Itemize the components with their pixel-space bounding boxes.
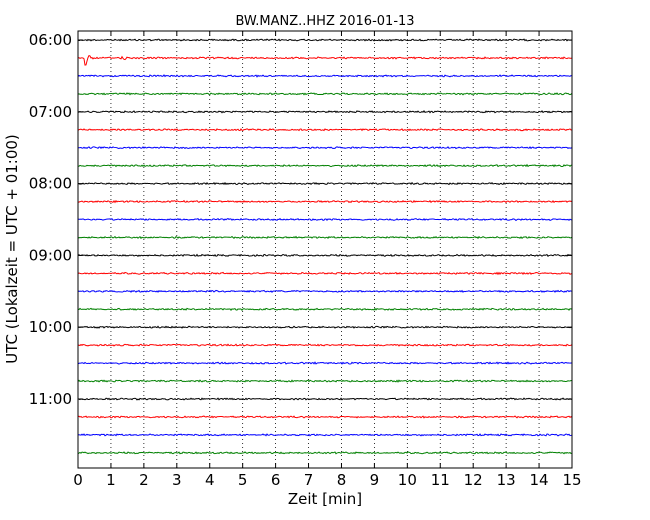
y-tick-label: 11:00 [29,390,72,408]
x-tick-label: 15 [562,471,581,489]
x-tick-label: 12 [464,471,483,489]
y-axis: 06:00 07:00 08:00 09:00 10:00 11:00 [29,31,572,408]
trace-1130 [77,433,573,437]
x-tick-label: 14 [530,471,549,489]
x-axis-label: Zeit [min] [288,490,362,508]
x-tick-label: 7 [304,471,314,489]
trace-0930 [77,289,573,293]
trace-0845 [77,235,573,240]
x-tick-label: 2 [139,471,149,489]
x-tick-label: 6 [271,471,281,489]
trace-1145 [77,451,573,455]
x-tick-label: 10 [398,471,417,489]
trace-1015 [77,343,573,347]
trace-1100 [77,397,573,401]
trace-1115 [77,415,573,419]
x-tick-label: 9 [370,471,380,489]
y-tick-label: 07:00 [29,103,72,121]
y-axis-label: UTC (Lokalzeit = UTC + 01:00) [3,134,21,364]
trace-0830 [77,217,573,222]
y-tick-label: 08:00 [29,175,72,193]
trace-0800 [77,181,573,186]
x-tick-label: 11 [431,471,450,489]
grid-lines [110,31,540,468]
x-tick-label: 0 [73,471,83,489]
y-tick-label: 06:00 [29,31,72,49]
trace-0700 [77,110,573,114]
trace-0615 [77,55,573,66]
plot-frame [77,30,573,469]
x-tick-label: 5 [238,471,248,489]
trace-0600 [77,38,573,42]
trace-0630 [77,74,573,78]
x-tick-label: 1 [106,471,116,489]
trace-1000 [77,325,573,329]
x-tick-label: 4 [205,471,215,489]
trace-0645 [77,92,573,96]
trace-0815 [77,199,573,204]
trace-0730 [77,146,573,150]
chart-title: BW.MANZ..HHZ 2016-01-13 [235,14,414,29]
trace-1030 [77,361,573,365]
y-tick-label: 10:00 [29,318,72,336]
trace-0915 [77,271,573,276]
trace-0900 [77,253,573,258]
trace-0745 [77,163,573,168]
traces [77,38,573,455]
trace-1045 [77,379,573,383]
trace-0715 [77,128,573,132]
trace-0945 [77,307,573,311]
x-tick-label: 8 [337,471,347,489]
x-tick-label: 3 [172,471,182,489]
x-axis: 0 1 2 3 4 5 6 7 8 9 10 11 12 13 14 15 [73,31,582,489]
y-tick-label: 09:00 [29,246,72,264]
x-tick-label: 13 [497,471,516,489]
